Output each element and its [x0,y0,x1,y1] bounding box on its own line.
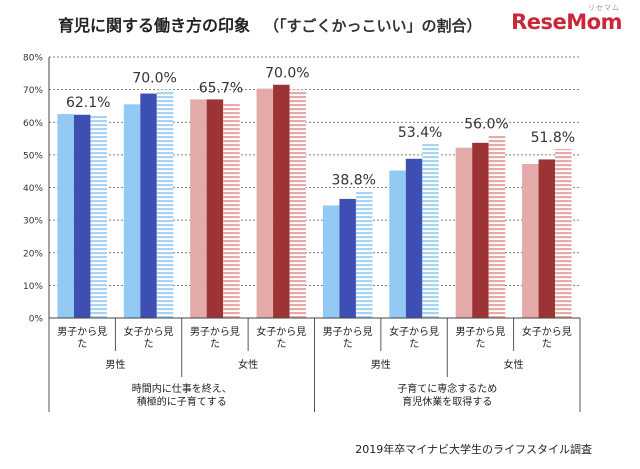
axes [48,57,581,412]
category-label: 時間内に仕事を終え、積極的に子育てする [132,382,232,408]
group-label: 女子から見た [522,325,572,350]
y-tick-label: 40% [23,184,43,194]
bar [538,159,556,318]
bar [273,84,290,318]
bar [322,205,340,318]
logo-text: ReseMom [511,10,622,34]
gender-label: 男性 [371,358,391,371]
bar [522,164,539,318]
bar [488,135,506,318]
bar [57,114,74,318]
group-label: 女子から見た [389,325,439,350]
value-label: 53.4% [398,125,442,141]
value-label: 70.0% [265,66,309,82]
bar [355,191,373,318]
group-label: 男子から見た [455,326,505,350]
y-tick-labels: 0% 10% 20% 30% 40% 50% 60% 70% 80% [23,54,43,325]
bar [206,99,224,318]
value-label: 65.7% [199,80,243,96]
bar [123,104,141,319]
group-label: 男子から見た [190,326,240,350]
gender-label: 男性 [105,358,125,371]
bar [190,99,207,318]
category-labels: 男子から見た女子から見た男子から見た女子から見た男子から見た女子から見た男子から… [57,325,572,408]
bar [140,93,157,318]
y-tick-label: 60% [23,119,43,129]
bar [339,198,356,318]
chart-title: 育児に関する働き方の印象 （「すごくかっこいい」の割合） [58,12,482,36]
y-tick-label: 70% [23,86,43,96]
title-main: 育児に関する働き方の印象 [58,16,251,35]
value-label: 70.0% [132,71,176,87]
title-subtitle: （「すごくかっこいい」の割合） [264,17,482,35]
group-label: 女子から見た [256,325,306,350]
bar [73,114,91,318]
bar [555,149,572,318]
y-tick-label: 10% [23,282,43,292]
category-label: 子育てに専念するため育児休業を取得する [397,382,497,408]
bar [289,89,307,318]
gender-label: 女性 [238,358,258,371]
group-label: 女子から見た [124,325,174,350]
bar [405,158,423,318]
y-tick-label: 50% [23,151,43,161]
value-label: 38.8% [331,172,375,188]
y-tick-label: 80% [23,54,43,64]
y-tick-label: 0% [29,315,44,325]
bar [455,147,473,318]
bar [422,143,439,318]
gender-label: 女性 [504,358,524,371]
value-labels: 62.1% 70.0% 65.7% 70.0% 38.8% 53.4% 56.0% 51.8% [66,66,575,189]
value-label: 56.0% [464,116,508,132]
bar [256,88,274,319]
bar [472,142,489,318]
group-label: 男子から見た [323,326,373,350]
y-tick-label: 20% [23,249,43,259]
y-tick-label: 30% [23,217,43,227]
logo-ruby: リセマム [588,4,620,12]
value-label: 62.1% [66,95,110,111]
value-label: 51.8% [531,130,575,146]
bar [90,115,107,319]
bars [57,84,572,319]
bar [389,170,406,318]
bar [223,103,240,318]
source-note: 2019年卒マイナビ大学生のライフスタイル調査 [355,443,592,456]
bar [156,89,174,318]
resemom-logo: ReseMom リセマム [511,4,622,34]
group-label: 男子から見た [57,326,107,350]
